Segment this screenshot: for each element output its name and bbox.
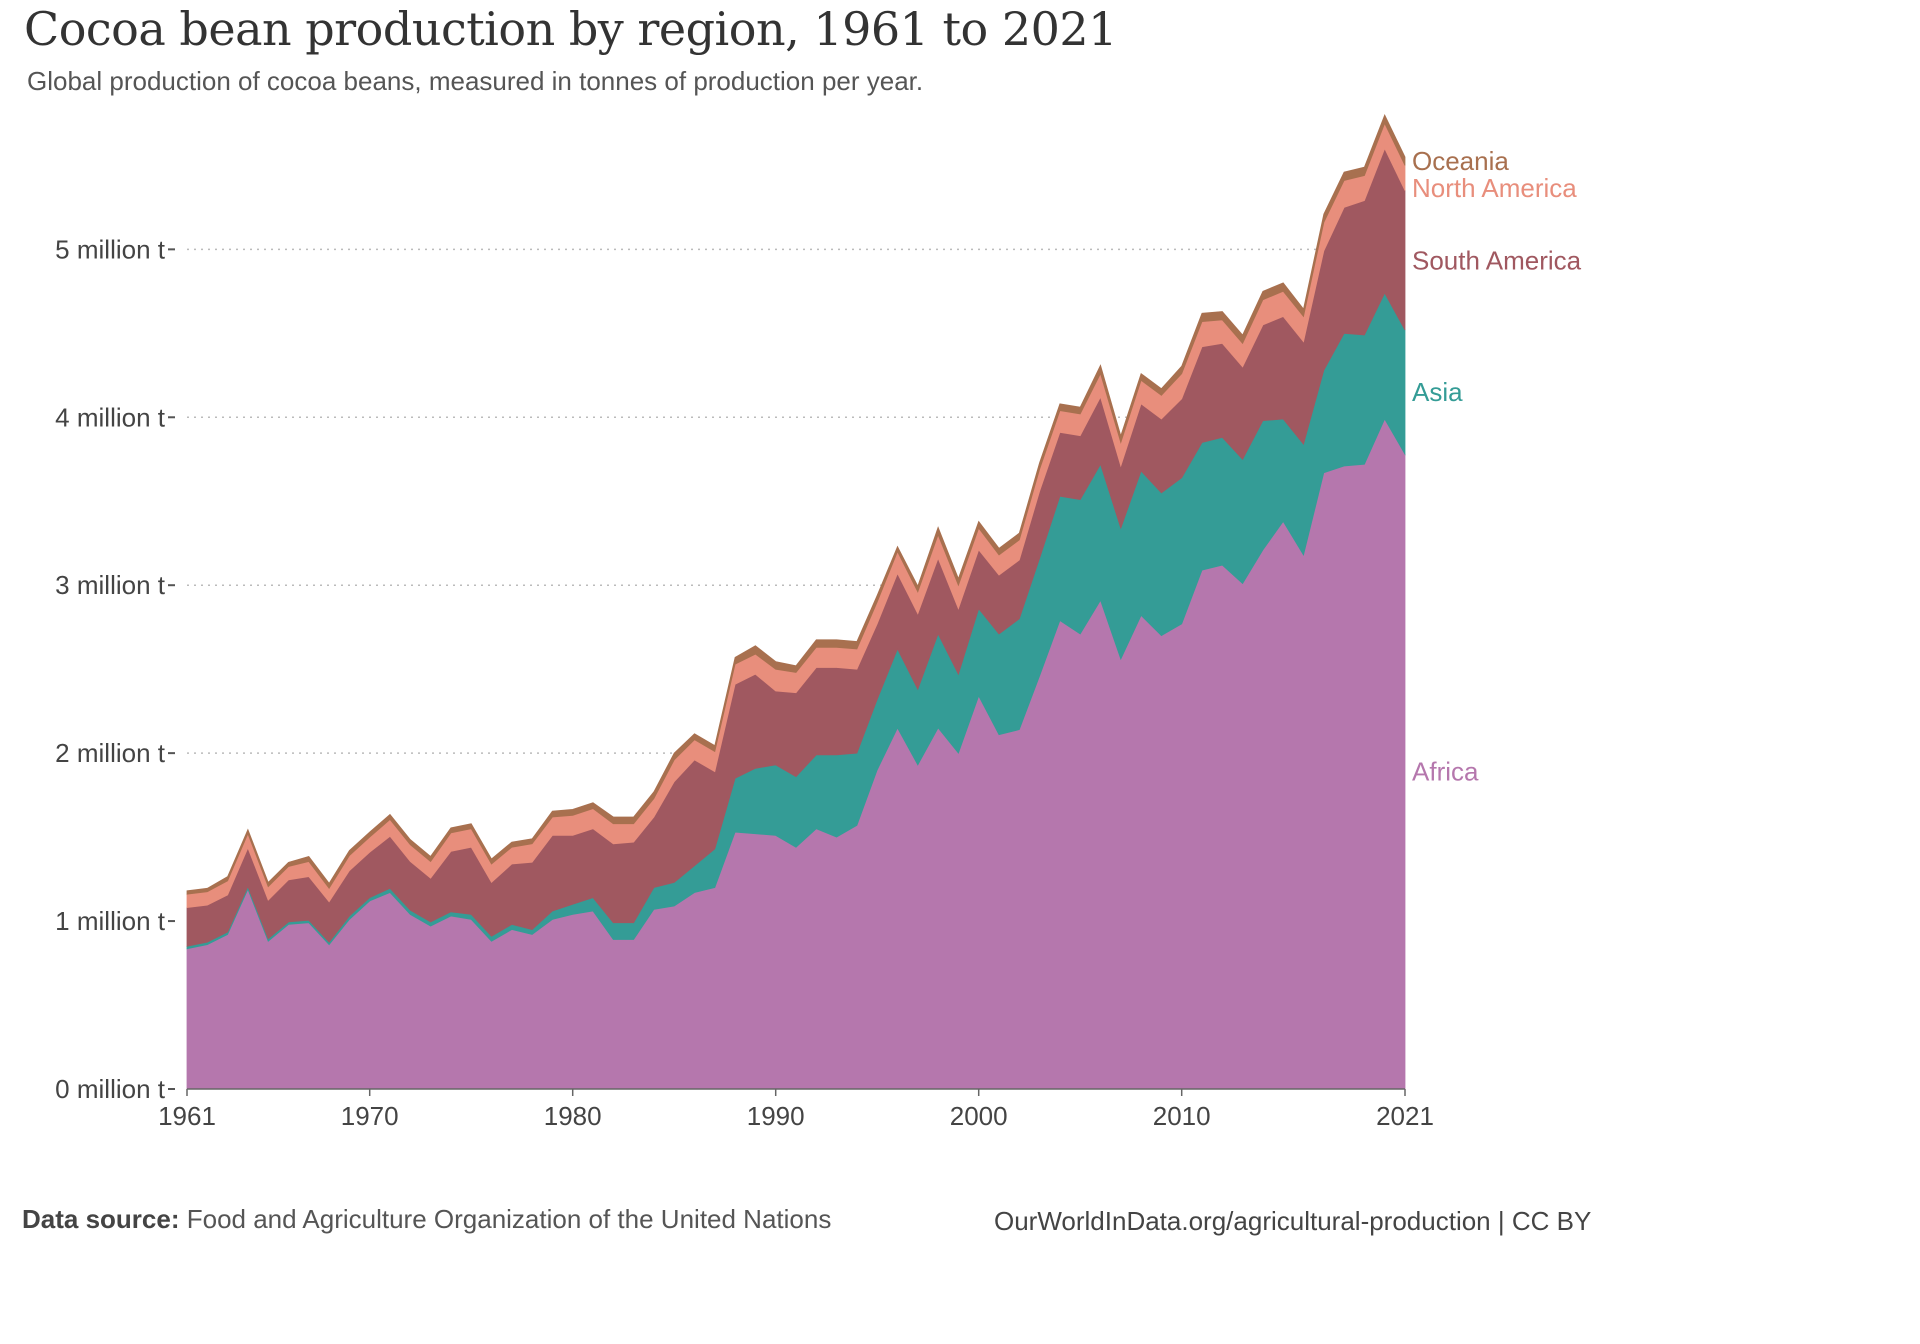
series-label: North America <box>1412 173 1577 203</box>
series-label: Oceania <box>1412 146 1509 176</box>
y-tick-label: 0 million t <box>55 1074 166 1104</box>
data-source-text: Food and Agriculture Organization of the… <box>186 1204 832 1234</box>
y-tick-label: 1 million t <box>55 906 166 936</box>
series-label: Asia <box>1412 377 1463 407</box>
data-source-label: Data source: <box>22 1204 180 1234</box>
series-label: South America <box>1412 245 1582 275</box>
y-tick-label: 3 million t <box>55 570 166 600</box>
x-tick-label: 1970 <box>341 1101 399 1131</box>
y-tick-label: 4 million t <box>55 402 166 432</box>
chart-subtitle: Global production of cocoa beans, measur… <box>27 66 924 96</box>
attribution-link[interactable]: OurWorldInData.org/agricultural-producti… <box>994 1206 1592 1236</box>
y-axis: 0 million t 1 million t 2 million t 3 milli… <box>55 234 175 1104</box>
series-label: Africa <box>1412 757 1479 787</box>
area-chart: 0 million t 1 million t 2 million t 3 milli… <box>55 113 1582 1131</box>
data-source: Data source: Food and Agriculture Organi… <box>22 1204 831 1235</box>
x-tick-label: 2010 <box>1153 1101 1211 1131</box>
x-tick-label: 1961 <box>158 1101 216 1131</box>
chart-title: Cocoa bean production by region, 1961 to… <box>24 2 1117 56</box>
x-axis: 1961 1970 1980 1990 2000 2010 2021 <box>158 1088 1434 1131</box>
x-tick-label: 1990 <box>747 1101 805 1131</box>
x-tick-label: 2000 <box>950 1101 1008 1131</box>
x-tick-label: 1980 <box>544 1101 602 1131</box>
y-tick-label: 5 million t <box>55 234 166 264</box>
x-tick-label: 2021 <box>1376 1101 1434 1131</box>
area-series <box>186 113 1406 1090</box>
area-oceania <box>186 113 1406 895</box>
y-tick-label: 2 million t <box>55 738 166 768</box>
